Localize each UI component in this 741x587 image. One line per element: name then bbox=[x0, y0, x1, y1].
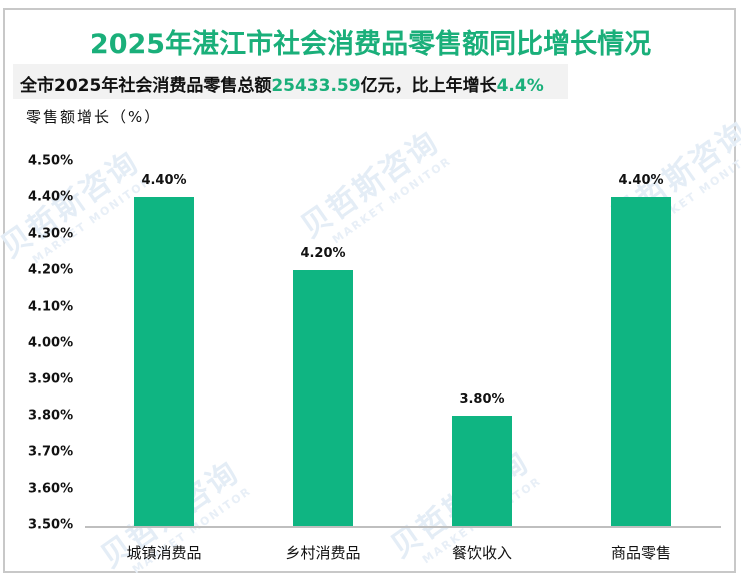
y-tick-label: 3.80% bbox=[28, 408, 74, 424]
growth-value: 4.4% bbox=[496, 76, 544, 96]
y-tick-label: 4.00% bbox=[28, 335, 74, 351]
bar-value-label: 3.80% bbox=[459, 391, 505, 407]
y-tick-label: 3.50% bbox=[28, 517, 74, 533]
x-category-label: 城镇消费品 bbox=[126, 544, 202, 562]
chart-subtitle: 全市2025年社会消费品零售总额25433.59亿元，比上年增长4.4% bbox=[20, 76, 544, 96]
bar bbox=[611, 197, 671, 526]
y-tick-label: 4.40% bbox=[28, 189, 74, 205]
subtitle-box bbox=[13, 64, 568, 99]
bar-value-label: 4.40% bbox=[618, 173, 664, 189]
y-tick-label: 4.20% bbox=[28, 262, 74, 278]
y-tick-label: 3.70% bbox=[28, 444, 74, 460]
chart-title: 2025年湛江市社会消费品零售额同比增长情况 bbox=[89, 29, 652, 60]
x-category-label: 乡村消费品 bbox=[285, 544, 361, 562]
y-tick-label: 3.90% bbox=[28, 371, 74, 387]
bar bbox=[452, 415, 512, 526]
x-axis-line bbox=[85, 526, 721, 528]
bar-value-label: 4.40% bbox=[141, 173, 187, 189]
bar bbox=[134, 197, 194, 526]
total-value: 25433.59 bbox=[271, 76, 361, 96]
x-category-label: 商品零售 bbox=[610, 544, 671, 562]
y-tick-label: 3.60% bbox=[28, 481, 74, 497]
bar-value-label: 4.20% bbox=[300, 246, 346, 262]
y-tick-label: 4.10% bbox=[28, 299, 74, 315]
x-category-label: 餐饮收入 bbox=[451, 544, 512, 562]
y-tick-label: 4.50% bbox=[28, 153, 74, 169]
y-axis-label: 零售额增长（%） bbox=[26, 108, 162, 126]
bar bbox=[293, 270, 353, 526]
y-tick-label: 4.30% bbox=[28, 226, 74, 242]
